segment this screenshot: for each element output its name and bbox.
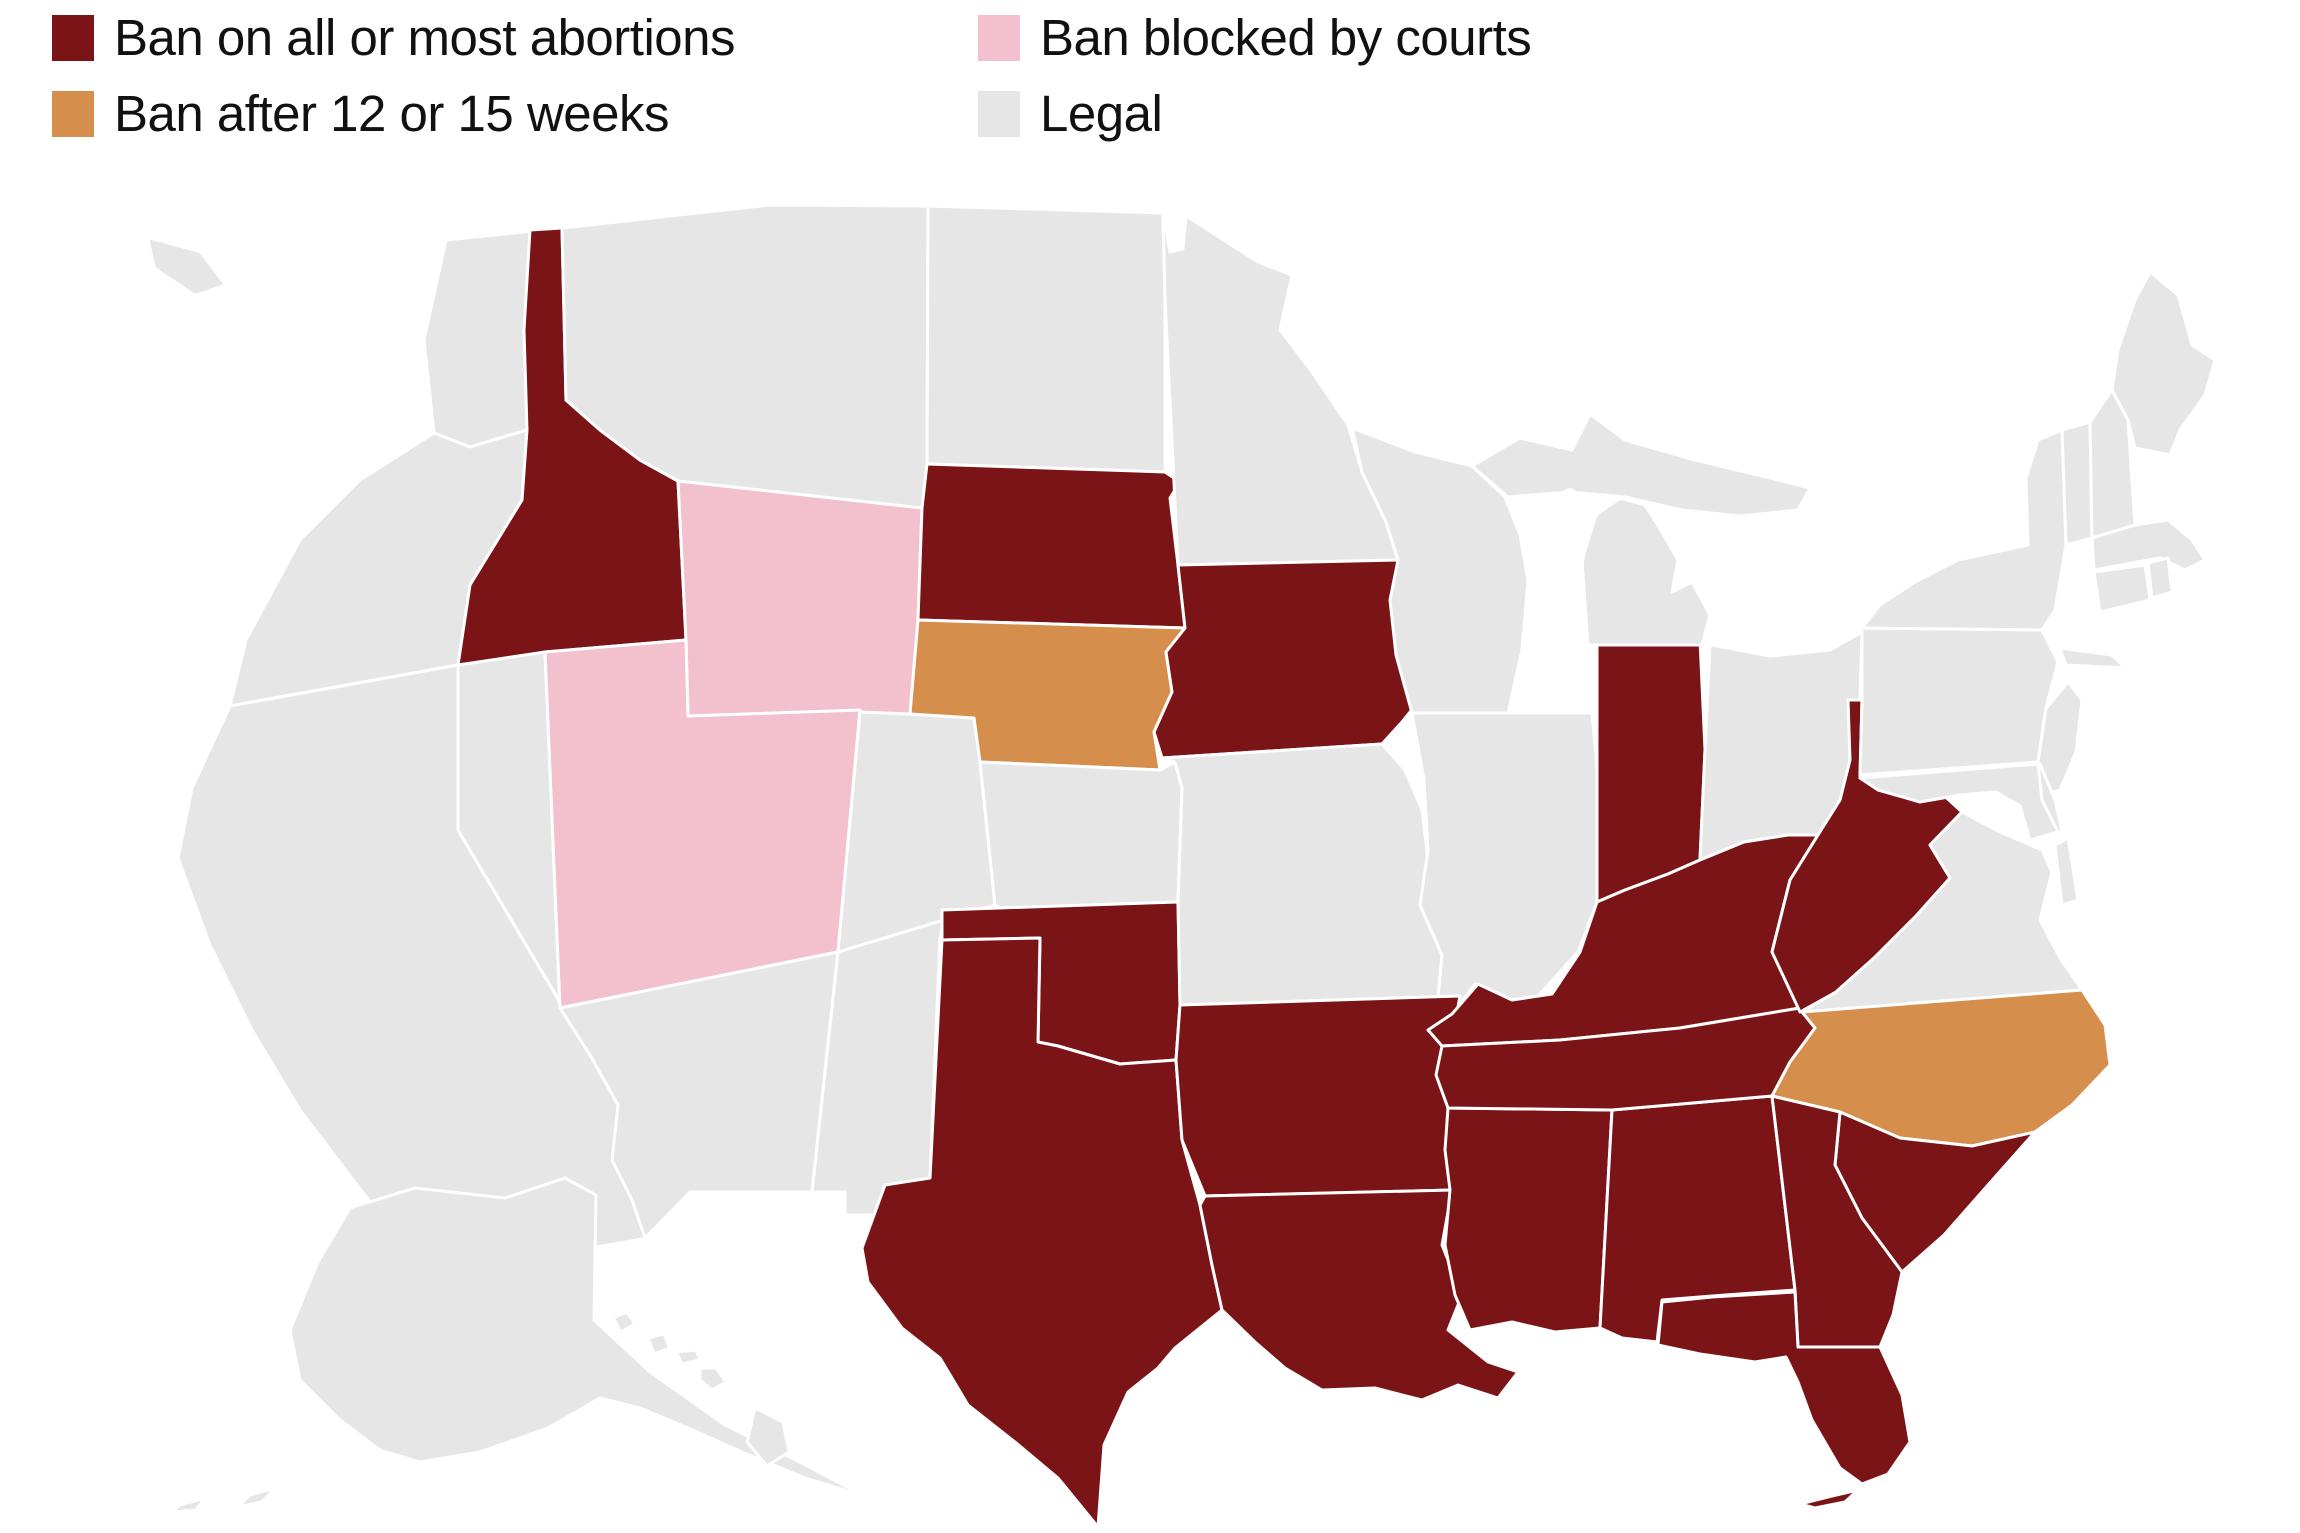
legend-label-ban-all: Ban on all or most abortions: [114, 9, 736, 66]
state-kansas: [978, 760, 1184, 910]
vancouver-island: [146, 236, 227, 297]
state-minnesota: [1161, 211, 1400, 567]
state-michigan: [1470, 412, 1812, 647]
lake-michigan: [1526, 488, 1586, 662]
state-mississippi: [1443, 1106, 1614, 1334]
state-new-york: [1860, 428, 2127, 670]
legend-column-left: Ban on all or most abortions Ban after 1…: [52, 9, 736, 142]
lake-ontario: [1915, 515, 2029, 561]
state-texas: [860, 936, 1224, 1529]
state-new-jersey: [2036, 680, 2084, 798]
state-wyoming: [676, 479, 924, 718]
state-massachusetts: [2090, 518, 2207, 572]
state-pennsylvania: [1858, 626, 2060, 777]
state-north-dakota: [925, 204, 1167, 474]
state-alaska: [170, 1176, 864, 1514]
legend-swatch-legal: [978, 91, 1020, 137]
state-connecticut: [2092, 563, 2152, 614]
state-washington: [422, 229, 535, 449]
state-indiana: [1595, 638, 1707, 904]
state-maine: [2110, 270, 2217, 457]
state-maryland: [1858, 762, 2060, 842]
state-florida: [1656, 1290, 1912, 1510]
state-vermont: [2060, 420, 2094, 547]
state-missouri: [1160, 742, 1464, 1032]
legend-swatch-blocked: [978, 15, 1020, 61]
state-hawaii: [611, 1310, 791, 1468]
lake-erie: [1710, 583, 1870, 641]
state-south-dakota: [916, 462, 1187, 630]
legend-item-ban-12-15: Ban after 12 or 15 weeks: [52, 85, 735, 142]
legend-column-right: Ban blocked by courts Legal: [978, 9, 1532, 142]
state-virginia: [1800, 810, 2084, 1014]
state-rhode-island: [2146, 556, 2174, 600]
legend-label-ban-12-15: Ban after 12 or 15 weeks: [114, 85, 670, 142]
legend-item-blocked: Ban blocked by courts: [978, 9, 1532, 66]
legend-item-ban-all: Ban on all or most abortions: [52, 9, 736, 66]
map-legend: Ban on all or most abortions Ban after 1…: [52, 9, 1532, 142]
legend-item-legal: Legal: [978, 85, 1531, 142]
legend-label-legal: Legal: [1040, 85, 1163, 142]
state-new-hampshire: [2088, 388, 2137, 540]
legend-swatch-ban-12-15: [52, 91, 94, 137]
legend-label-blocked: Ban blocked by courts: [1040, 9, 1532, 66]
state-arkansas: [1174, 994, 1464, 1198]
legend-swatch-ban-all: [52, 15, 94, 61]
